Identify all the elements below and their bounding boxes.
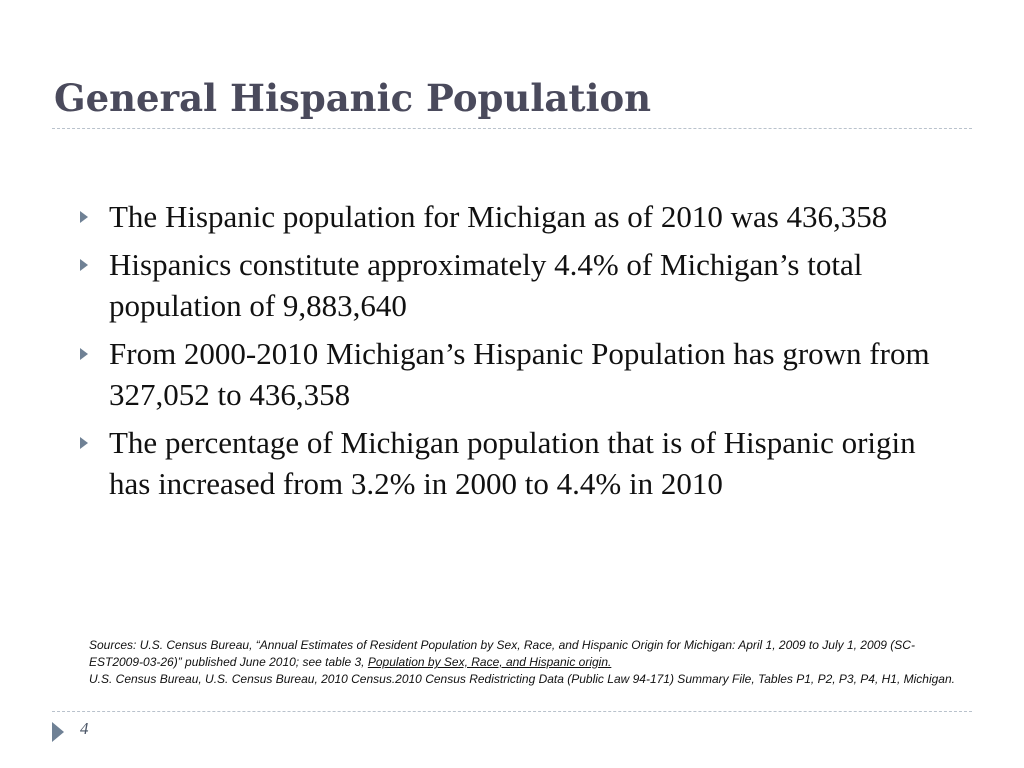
- title-divider: [52, 128, 972, 129]
- bullet-item: The percentage of Michigan population th…: [78, 422, 958, 504]
- bullet-list: The Hispanic population for Michigan as …: [78, 196, 958, 511]
- bullet-item: From 2000-2010 Michigan’s Hispanic Popul…: [78, 333, 958, 415]
- sources-line-1-text: Sources: U.S. Census Bureau, “Annual Est…: [89, 638, 915, 669]
- triangle-right-icon: [80, 211, 88, 223]
- triangle-right-icon: [52, 722, 64, 742]
- page-number: 4: [80, 719, 89, 738]
- sources-note: Sources: U.S. Census Bureau, “Annual Est…: [89, 637, 959, 688]
- bullet-text: The Hispanic population for Michigan as …: [109, 199, 888, 234]
- triangle-right-icon: [80, 437, 88, 449]
- bullet-item: Hispanics constitute approximately 4.4% …: [78, 244, 958, 326]
- bullet-text: Hispanics constitute approximately 4.4% …: [109, 247, 863, 323]
- slide-title: General Hispanic Population: [54, 76, 652, 120]
- bullet-text: The percentage of Michigan population th…: [109, 425, 916, 501]
- bullet-item: The Hispanic population for Michigan as …: [78, 196, 958, 237]
- bullet-text: From 2000-2010 Michigan’s Hispanic Popul…: [109, 336, 930, 412]
- footer-divider: [52, 711, 972, 712]
- triangle-right-icon: [80, 259, 88, 271]
- sources-line-2: U.S. Census Bureau, U.S. Census Bureau, …: [89, 672, 955, 686]
- sources-link[interactable]: Population by Sex, Race, and Hispanic or…: [367, 655, 612, 669]
- triangle-right-icon: [80, 348, 88, 360]
- sources-line-1: Sources: U.S. Census Bureau, “Annual Est…: [89, 637, 959, 671]
